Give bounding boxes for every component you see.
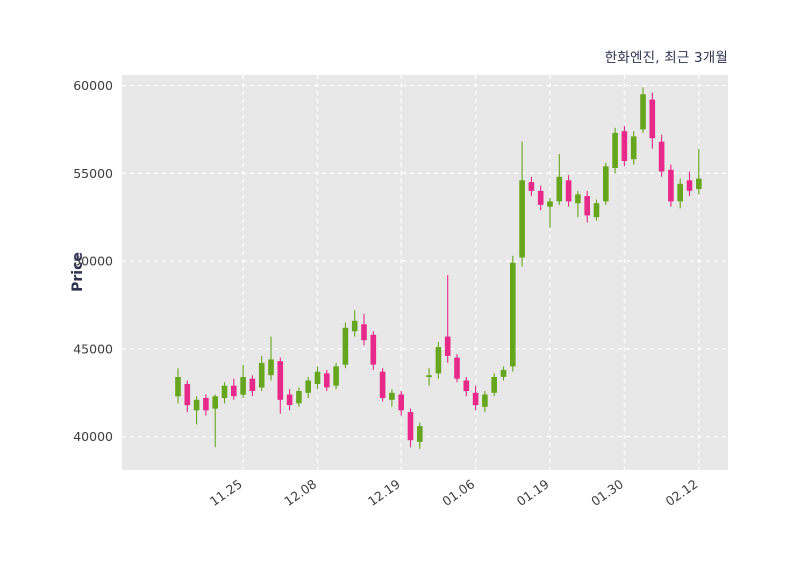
svg-text:45000: 45000 — [73, 341, 113, 356]
svg-text:55000: 55000 — [73, 166, 113, 181]
y-axis-label: Price — [70, 252, 86, 292]
svg-text:01.30: 01.30 — [588, 476, 626, 509]
svg-text:11.25: 11.25 — [207, 476, 245, 509]
svg-text:01.19: 01.19 — [514, 476, 552, 509]
svg-text:12.08: 12.08 — [281, 476, 319, 509]
svg-text:02.12: 02.12 — [663, 476, 701, 509]
svg-text:50000: 50000 — [73, 254, 113, 269]
chart-title: 한화엔진, 최근 3개월 — [604, 50, 728, 66]
svg-text:01.06: 01.06 — [439, 476, 477, 509]
svg-text:40000: 40000 — [73, 429, 113, 444]
svg-text:12.19: 12.19 — [365, 476, 403, 509]
svg-text:60000: 60000 — [73, 78, 113, 93]
